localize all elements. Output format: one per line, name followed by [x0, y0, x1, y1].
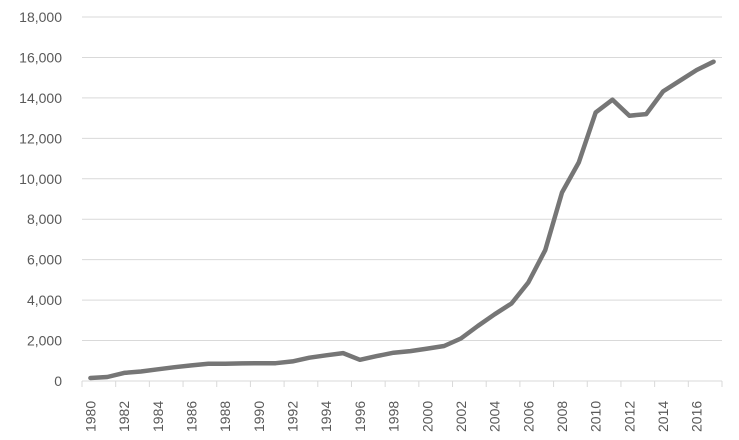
y-tick-label: 12,000: [19, 130, 62, 146]
x-tick-label: 2002: [453, 401, 469, 432]
gridlines: [82, 16, 722, 342]
x-tick-label: 1996: [352, 401, 368, 432]
y-axis-tick-labels: 0 2,000 4,000 6,000 8,000 10,000 12,000 14,000 1…: [19, 9, 62, 389]
x-tick-label: 1980: [82, 401, 98, 432]
y-tick-label: 8,000: [27, 211, 62, 227]
y-tick-label: 0: [54, 373, 62, 389]
y-tick-label: 16,000: [19, 49, 62, 65]
y-tick-label: 6,000: [27, 252, 62, 268]
x-tick-label: 1984: [150, 401, 166, 432]
y-tick-label: 10,000: [19, 171, 62, 187]
x-tick-label: 1994: [318, 401, 334, 432]
series-line: [88, 59, 716, 381]
x-tick-label: 1990: [251, 401, 267, 432]
series-layer: [88, 59, 716, 381]
y-tick-label: 2,000: [27, 333, 62, 349]
x-tick-label: 2008: [554, 401, 570, 432]
x-axis: [81, 380, 723, 387]
x-tick-label: 2014: [655, 401, 671, 432]
x-tick-label: 2006: [520, 401, 536, 432]
x-tick-label: 1988: [217, 401, 233, 432]
y-tick-label: 4,000: [27, 292, 62, 308]
x-tick-label: 2010: [588, 401, 604, 432]
x-tick-label: 1982: [116, 401, 132, 432]
x-tick-label: 2004: [487, 401, 503, 432]
x-tick-label: 2012: [621, 401, 637, 432]
x-tick-label: 1986: [183, 401, 199, 432]
y-tick-label: 14,000: [19, 90, 62, 106]
x-axis-tick-labels: 1980 1982 1984 1986 1988 1990 1992 1994 1996 1998…: [82, 401, 704, 432]
x-tick-label: 2000: [419, 401, 435, 432]
x-tick-label: 2016: [689, 401, 705, 432]
y-tick-label: 18,000: [19, 9, 62, 25]
x-tick-label: 1998: [386, 401, 402, 432]
x-tick-label: 1992: [285, 401, 301, 432]
